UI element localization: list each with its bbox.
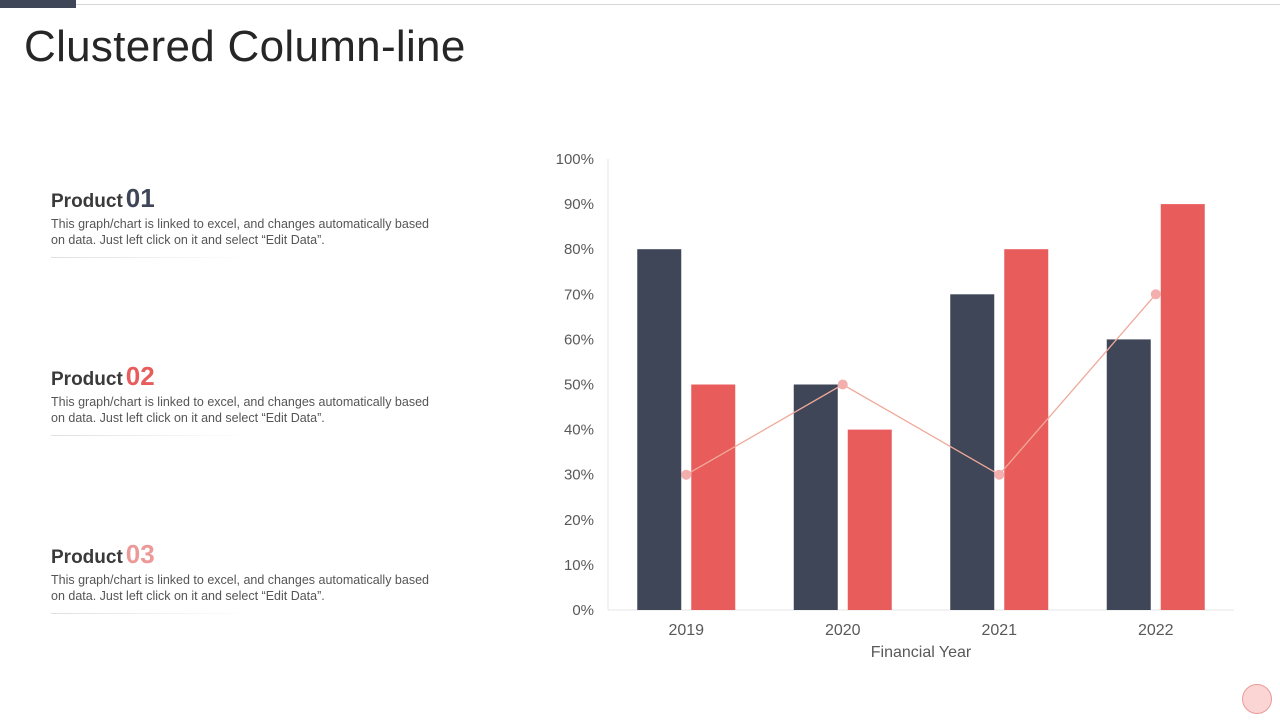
- bar-2021-series-2: [1004, 249, 1049, 610]
- bar-2020-series-1: [793, 384, 838, 610]
- y-tick-label: 20%: [564, 512, 594, 529]
- product-number: 02: [125, 361, 155, 391]
- bar-2019-series-1: [637, 249, 682, 610]
- product-block-3: Product 03 This graph/chart is linked to …: [51, 540, 431, 614]
- product-label: Product: [51, 547, 123, 568]
- y-tick-label: 40%: [564, 422, 594, 439]
- x-tick-label: 2019: [668, 622, 704, 639]
- product-label: Product: [51, 369, 123, 390]
- product-block-1: Product 01 This graph/chart is linked to …: [51, 184, 431, 258]
- y-tick-label: 10%: [564, 557, 594, 574]
- y-tick-label: 80%: [564, 241, 594, 258]
- product-description: This graph/chart is linked to excel, and…: [51, 217, 429, 247]
- y-tick-label: 30%: [564, 467, 594, 484]
- product-block-2: Product 02 This graph/chart is linked to …: [51, 362, 431, 436]
- y-tick-label: 0%: [572, 602, 594, 619]
- top-accent-bar: [0, 0, 76, 8]
- bar-2020-series-2: [847, 429, 892, 610]
- x-tick-label: 2022: [1138, 622, 1174, 639]
- bar-2022-series-1: [1106, 339, 1151, 610]
- line-point-2022: [1150, 289, 1161, 300]
- x-tick-label: 2021: [981, 622, 1017, 639]
- x-axis-title: Financial Year: [871, 644, 972, 661]
- bar-2022-series-2: [1160, 204, 1205, 610]
- y-tick-label: 60%: [564, 331, 594, 348]
- product-label: Product: [51, 191, 123, 212]
- line-point-2020: [837, 379, 848, 390]
- product-number: 03: [125, 539, 155, 569]
- product-heading: Product 03: [51, 540, 431, 572]
- bar-2019-series-2: [691, 384, 736, 610]
- top-rule: [76, 4, 1280, 5]
- circle-marker: [1242, 684, 1272, 714]
- line-point-2021: [994, 469, 1005, 480]
- product-divider: [51, 613, 251, 614]
- bar-2021-series-1: [950, 294, 995, 610]
- x-tick-label: 2020: [825, 622, 861, 639]
- product-description: This graph/chart is linked to excel, and…: [51, 573, 429, 603]
- y-tick-label: 90%: [564, 196, 594, 213]
- y-tick-label: 100%: [556, 151, 594, 168]
- y-tick-label: 50%: [564, 377, 594, 394]
- product-heading: Product 02: [51, 362, 431, 394]
- line-series-1: [685, 293, 1157, 476]
- y-tick-label: 70%: [564, 286, 594, 303]
- page-title: Clustered Column-line: [24, 22, 466, 71]
- product-heading: Product 01: [51, 184, 431, 216]
- product-description: This graph/chart is linked to excel, and…: [51, 395, 429, 425]
- product-number: 01: [125, 183, 155, 213]
- line-point-2019: [681, 469, 692, 480]
- product-divider: [51, 257, 251, 258]
- product-divider: [51, 435, 251, 436]
